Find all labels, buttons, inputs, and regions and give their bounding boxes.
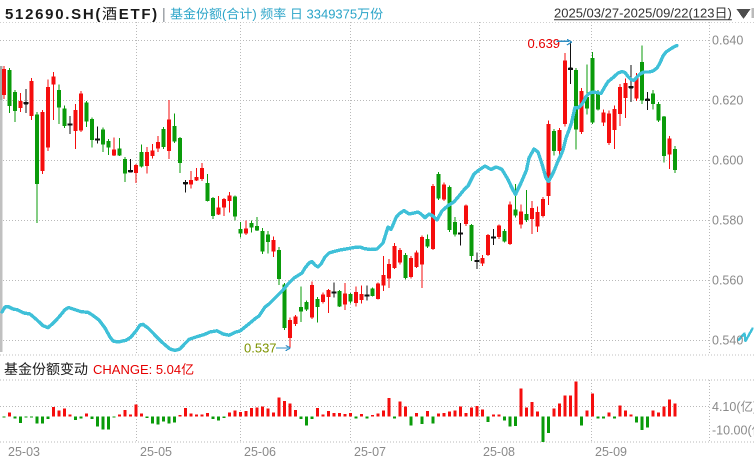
svg-text:): ) (727, 6, 731, 21)
svg-text:3349375: 3349375 (307, 7, 358, 22)
svg-text:(: ( (222, 7, 227, 22)
svg-text:0.639: 0.639 (528, 36, 561, 51)
svg-text:5.04: 5.04 (156, 362, 181, 377)
svg-text:0.540: 0.540 (712, 334, 743, 348)
svg-text:25-09: 25-09 (595, 445, 627, 459)
svg-text:512690.SH(: 512690.SH( (5, 6, 102, 23)
svg-text:0.580: 0.580 (712, 214, 743, 228)
svg-text:|: | (162, 6, 166, 23)
svg-text:25-06: 25-06 (244, 445, 276, 459)
svg-text:-10.00(: -10.00( (712, 424, 752, 438)
svg-text:CHANGE:: CHANGE: (93, 362, 152, 377)
svg-text:4.10(: 4.10( (712, 400, 741, 414)
svg-text:25-05: 25-05 (140, 445, 172, 459)
svg-text:ETF): ETF) (119, 6, 159, 23)
svg-text:25-08: 25-08 (483, 445, 515, 459)
svg-text:0.600: 0.600 (712, 154, 743, 168)
svg-text:0.560: 0.560 (712, 274, 743, 288)
svg-text:25-03: 25-03 (8, 445, 40, 459)
svg-text:0.537: 0.537 (244, 341, 277, 356)
svg-text:25-07: 25-07 (354, 445, 386, 459)
svg-text:0.640: 0.640 (712, 34, 743, 48)
svg-text:0.620: 0.620 (712, 94, 743, 108)
svg-text:2025/03/27-2025/09/22(123: 2025/03/27-2025/09/22(123 (554, 6, 714, 21)
svg-text:): ) (252, 7, 256, 22)
